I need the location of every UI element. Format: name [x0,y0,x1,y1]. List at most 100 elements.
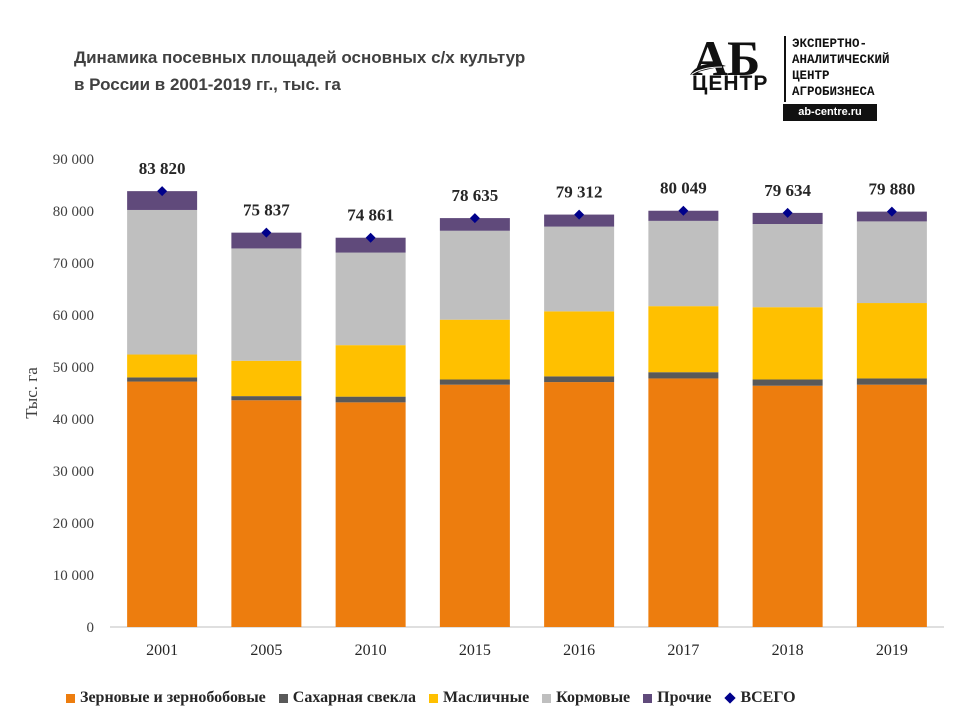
y-tick-label: 70 000 [53,256,94,272]
bar-segment [439,384,510,627]
bar-segment [856,221,927,304]
stacked-bar-chart: Тыс. га 0 10 000 20 000 30 000 40 000 50 000 60… [22,152,944,659]
total-data-label: 78 635 [452,186,499,205]
y-axis-label: Тыс. га [22,367,41,419]
bar-segment [231,232,302,249]
x-tick-label: 2019 [876,642,908,659]
bar-segment [648,372,719,379]
x-tick-label: 2017 [667,642,699,659]
legend-label-other: Прочие [657,689,712,706]
legend-label-fodder: Кормовые [556,689,631,706]
bar-segment [335,396,406,403]
bar-segment [856,384,927,627]
y-tick-label: 0 [87,620,95,636]
logo-desc-line-1: ЭКСПЕРТНО- [792,37,868,51]
y-tick-label: 40 000 [53,412,94,428]
total-marker [365,232,376,243]
y-tick-label: 50 000 [53,360,94,376]
bar-segment [856,303,927,379]
y-tick-label: 30 000 [53,464,94,480]
total-marker [782,207,793,218]
total-data-label: 79 312 [556,183,603,202]
bar-segment [544,376,615,383]
total-data-label: 80 049 [660,179,707,198]
legend-item-other: Прочие [643,689,711,707]
legend-marker-total [724,692,737,704]
x-tick-label: 2001 [146,642,178,659]
bar-segment [752,385,823,627]
bar-segment [544,311,615,377]
legend-item-total: ВСЕГО [724,689,796,707]
chart-title-line-2: в России в 2001-2019 гг., тыс. га [74,75,341,94]
bar-segment [648,220,719,307]
total-marker [469,213,480,224]
bar-segment [648,306,719,373]
chart-title-line-1: Динамика посевных площадей основных с/х … [74,48,526,67]
x-tick-label: 2005 [250,642,282,659]
total-data-label: 79 880 [869,180,916,199]
bar-segment [231,396,302,401]
total-marker [886,206,897,217]
legend-swatch-grain [66,693,75,703]
ab-centre-logo: АБ ЦЕНТР ЭКСПЕРТНО- АНАЛИТИЧЕСКИЙ ЦЕНТР … [688,30,934,124]
bar-segment [127,354,198,378]
y-tick-label: 60 000 [53,308,94,324]
bar-segment [544,226,615,312]
logo-desc-line-2: АНАЛИТИЧЕСКИЙ [792,53,890,67]
bar-segment [544,214,615,227]
x-tick-label: 2010 [355,642,387,659]
legend-item-grain: Зерновые и зернобобовые [66,689,266,707]
bar-segment [439,379,510,385]
legend-item-sugar-beet: Сахарная свекла [278,689,416,707]
legend-label-oilseeds: Масличные [442,689,530,706]
total-data-label: 75 837 [243,201,290,220]
bar-segment [752,379,823,386]
x-tick-label: 2015 [459,642,491,659]
legend-swatch-fodder [542,693,552,703]
logo-desc-line-3: ЦЕНТР [792,69,830,83]
legend-item-oilseeds: Масличные [428,689,530,707]
bar-segment [335,345,406,397]
total-data-label: 74 861 [347,206,394,225]
legend-label-total: ВСЕГО [740,689,796,706]
bar-segment [127,191,198,210]
bar-segment [127,381,198,627]
bar-segment [648,378,719,627]
bar-segment [439,218,510,231]
logo-url: ab-centre.ru [783,104,877,121]
logo-description: ЭКСПЕРТНО- АНАЛИТИЧЕСКИЙ ЦЕНТР АГРОБИЗНЕ… [792,36,890,100]
legend-label-grain: Зерновые и зернобобовые [80,689,266,706]
bar-segment [752,307,823,380]
bar-segment [127,209,198,355]
legend-swatch-sugar-beet [278,693,288,703]
y-tick-label: 20 000 [53,516,94,532]
y-tick-label: 10 000 [53,568,94,584]
chart-title: Динамика посевных площадей основных с/х … [74,44,634,98]
bar-segment [335,252,406,346]
legend-item-fodder: Кормовые [542,689,630,707]
bar-segment [335,402,406,627]
logo-centr-text: ЦЕНТР [692,72,769,95]
total-marker [157,186,168,197]
total-marker [574,209,585,220]
bar-segment [231,400,302,627]
bar-segment [335,237,406,253]
leaf-icon [690,63,726,75]
logo-desc-line-4: АГРОБИЗНЕСА [792,85,875,99]
bar-segment [544,382,615,627]
bar-segment [439,230,510,320]
total-data-label: 79 634 [764,181,811,200]
bar-segment [231,360,302,397]
total-marker [678,205,689,216]
bar-segment [231,248,302,361]
bar-segment [856,378,927,385]
bar-segment [439,319,510,380]
bar-segment [648,210,719,221]
total-marker [261,227,272,238]
bar-segment [752,224,823,308]
logo-ab-text: АБ [692,30,760,86]
bar-segment [127,377,198,382]
legend-swatch-other [643,693,653,703]
legend-label-sugar-beet: Сахарная свекла [292,689,416,706]
legend-swatch-oilseeds [428,693,438,703]
